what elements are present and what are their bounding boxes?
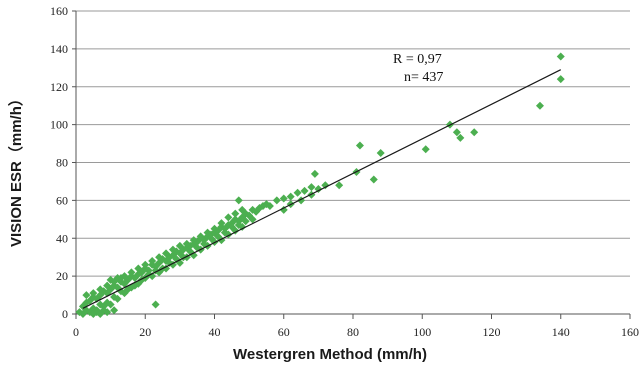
data-point	[141, 260, 150, 269]
x-tick-label: 20	[139, 325, 151, 339]
x-tick-label: 60	[278, 325, 290, 339]
data-point	[96, 310, 105, 318]
data-point	[224, 213, 233, 222]
y-tick-label: 0	[62, 307, 68, 321]
data-point	[293, 188, 302, 197]
data-point	[89, 289, 98, 298]
data-point	[456, 133, 465, 142]
data-point	[213, 232, 222, 241]
x-tick-label: 100	[413, 325, 431, 339]
data-point	[155, 253, 164, 262]
data-point	[286, 192, 295, 201]
data-point	[421, 145, 430, 154]
data-point	[535, 101, 544, 110]
data-point	[110, 292, 119, 301]
data-point	[241, 217, 250, 226]
grid-lines	[76, 10, 630, 277]
x-tick-label: 160	[621, 325, 639, 339]
data-point	[203, 228, 212, 237]
x-tick-label: 120	[483, 325, 501, 339]
x-tick-label: 80	[347, 325, 359, 339]
data-point	[238, 205, 247, 214]
y-tick-label: 100	[50, 118, 68, 132]
data-point	[189, 236, 198, 245]
data-point	[335, 181, 344, 190]
data-point	[175, 241, 184, 250]
data-point	[470, 128, 479, 137]
data-point	[310, 169, 319, 178]
x-tick-label: 40	[209, 325, 221, 339]
data-point	[231, 209, 240, 218]
data-point	[321, 181, 330, 190]
data-point	[248, 215, 257, 224]
data-point	[556, 75, 565, 84]
data-point	[265, 202, 274, 211]
data-point	[376, 149, 385, 158]
y-tick-label: 20	[56, 269, 68, 283]
data-points	[75, 52, 565, 318]
r-value-annotation: R = 0,97	[393, 52, 442, 67]
data-point	[220, 228, 229, 237]
y-tick-label: 60	[56, 193, 68, 207]
x-tick-label: 140	[552, 325, 570, 339]
data-point	[110, 277, 119, 286]
data-point	[234, 196, 243, 205]
data-point	[314, 185, 323, 194]
data-point	[207, 234, 216, 243]
y-tick-labels: 0 20 40 60 80 100 120 140 160	[50, 4, 68, 321]
x-axis-label: Westergren Method (mm/h)	[233, 346, 427, 363]
data-point	[120, 279, 129, 288]
data-point	[103, 298, 112, 307]
data-point	[355, 141, 364, 150]
data-point	[227, 222, 236, 231]
n-value-annotation: n= 437	[404, 70, 444, 85]
axes	[72, 10, 631, 319]
data-point	[210, 224, 219, 233]
data-point	[162, 249, 171, 258]
data-point	[217, 219, 226, 228]
x-tick-label: 0	[73, 325, 79, 339]
data-point	[234, 220, 243, 229]
y-axis-label: VISION ESR（mm/h）	[8, 91, 25, 247]
regression-line	[82, 69, 562, 309]
data-point	[182, 239, 191, 248]
y-tick-label: 140	[50, 42, 68, 56]
data-point	[452, 128, 461, 137]
x-tick-labels: 0 20 40 60 80 100 120 140 160	[73, 325, 639, 339]
data-point	[307, 183, 316, 192]
y-tick-label: 160	[50, 4, 68, 18]
data-point	[89, 310, 98, 318]
data-point	[300, 186, 309, 195]
data-point	[82, 291, 91, 300]
data-point	[279, 194, 288, 203]
data-point	[165, 258, 174, 267]
data-point	[151, 300, 160, 309]
data-point	[103, 281, 112, 290]
y-tick-label: 40	[56, 231, 68, 245]
data-point	[369, 175, 378, 184]
data-point	[134, 264, 143, 273]
regression-line-path	[82, 69, 562, 309]
data-point	[96, 285, 105, 294]
data-point	[556, 52, 565, 61]
data-point	[168, 245, 177, 254]
data-point	[200, 239, 209, 248]
data-point	[279, 205, 288, 214]
data-point	[117, 274, 126, 283]
data-point	[103, 308, 112, 317]
data-point	[127, 268, 136, 277]
data-point	[272, 196, 281, 205]
data-point	[148, 256, 157, 265]
data-point	[110, 306, 119, 315]
y-tick-label: 80	[56, 156, 68, 170]
y-tick-label: 120	[50, 80, 68, 94]
data-point	[196, 232, 205, 241]
data-point	[117, 287, 126, 296]
